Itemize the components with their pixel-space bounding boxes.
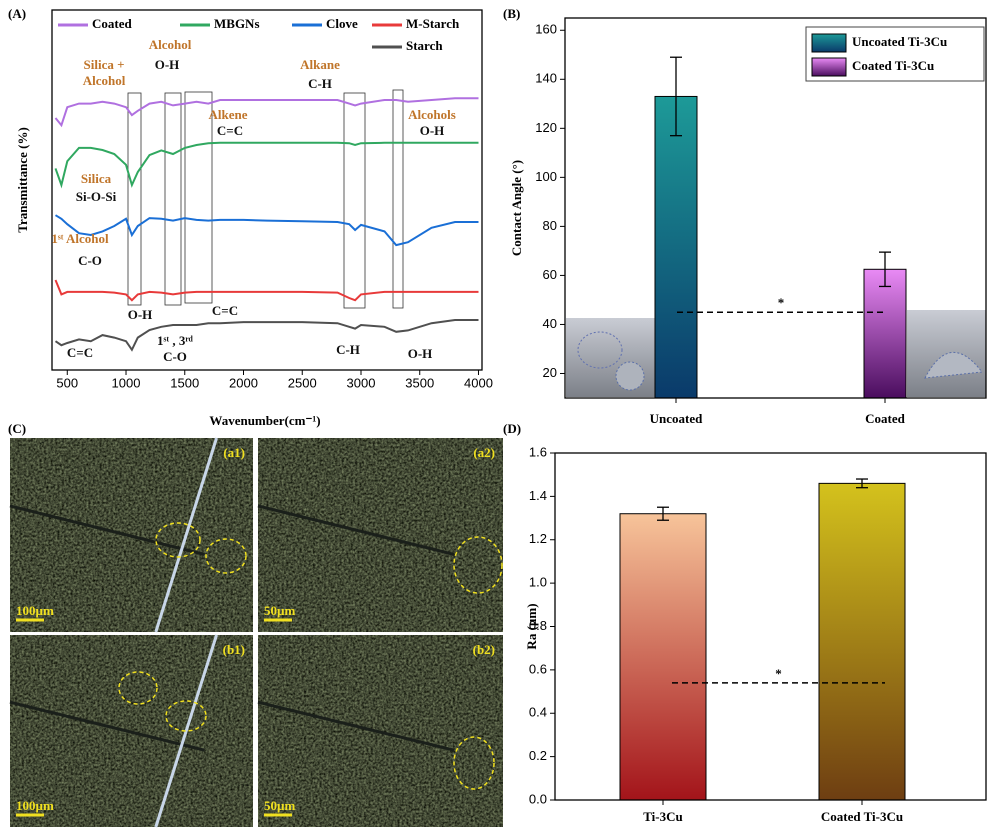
panel-label: (B) [503, 6, 520, 21]
legend-label: Clove [326, 16, 358, 31]
legend-label: Uncoated Ti-3Cu [852, 34, 947, 49]
legend-label: M-Starch [406, 16, 460, 31]
annotation: Alkane [300, 57, 340, 72]
y-tick-label: 0.4 [529, 705, 547, 720]
y-axis-label: Transmittance (%) [15, 127, 30, 233]
x-tick-label: 500 [56, 375, 78, 390]
legend-swatch [812, 58, 846, 76]
y-tick-label: 0.6 [529, 661, 547, 676]
y-tick-label: 160 [535, 22, 557, 37]
annotation: Si-O-Si [76, 189, 117, 204]
annotation: Alkene [209, 107, 248, 122]
bar [620, 514, 706, 800]
y-tick-label: 1.2 [529, 531, 547, 546]
legend-label: MBGNs [214, 16, 260, 31]
x-tick-label: 2000 [229, 375, 258, 390]
droplet-photos [566, 310, 986, 397]
bar [864, 269, 906, 398]
x-tick-label: 4000 [464, 375, 493, 390]
annotation: C-H [336, 342, 360, 357]
y-tick-label: 1.4 [529, 488, 547, 503]
legend-label: Starch [406, 38, 443, 53]
annotation: C=C [212, 303, 238, 318]
annotation: C-H [308, 76, 332, 91]
annotation: Silica + [84, 57, 125, 72]
annotation: Alcohol [83, 73, 126, 88]
annotation: 1ˢᵗ , 3ʳᵈ [157, 333, 194, 348]
legend-label: Coated Ti-3Cu [852, 58, 934, 73]
series-line [56, 215, 479, 245]
annotation: O-H [420, 123, 445, 138]
scale-bar-label: 50µm [264, 798, 295, 813]
micrograph-label: (b2) [473, 642, 495, 657]
significance-mark: * [778, 295, 785, 310]
scale-bar-label: 100µm [16, 603, 54, 618]
x-axis-label: Wavenumber(cm⁻¹) [209, 413, 320, 428]
x-tick-label: Ti-3Cu [643, 809, 683, 824]
y-tick-label: 1.0 [529, 575, 547, 590]
series-line [56, 280, 479, 300]
scale-bar-label: 50µm [264, 603, 295, 618]
annotation: C=C [217, 123, 243, 138]
significance-mark: * [775, 666, 782, 681]
annotation: O-H [408, 346, 433, 361]
annotation: O-H [155, 57, 180, 72]
y-tick-label: 120 [535, 120, 557, 135]
series-line [56, 143, 479, 185]
y-tick-label: 60 [543, 267, 557, 282]
y-tick-label: 100 [535, 169, 557, 184]
panel-label: (C) [8, 421, 26, 436]
figure: (A) 500 1000 1500 2000 2500 3000 3500 4000 Wavenu… [0, 0, 988, 828]
y-tick-label: 0.0 [529, 791, 547, 806]
bar [819, 483, 905, 800]
y-axis-label: Ra (µm) [524, 603, 539, 649]
annotation: C-O [78, 253, 102, 268]
y-axis-label: Contact Angle (°) [509, 160, 524, 256]
annotation: C-O [163, 349, 187, 364]
annotation: 1ˢᵗ Alcohol [51, 231, 109, 246]
annotation: Alcohols [408, 107, 456, 122]
y-tick-label: 1.6 [529, 444, 547, 459]
annotation: Alcohol [149, 37, 192, 52]
x-tick-label: 2500 [288, 375, 317, 390]
legend-label: Coated [92, 16, 132, 31]
scale-bar-label: 100µm [16, 798, 54, 813]
x-tick-label: Coated Ti-3Cu [821, 809, 903, 824]
x-tick-label: 3500 [405, 375, 434, 390]
y-tick-label: 40 [543, 316, 557, 331]
micrograph-label: (b1) [223, 642, 245, 657]
y-tick-label: 80 [543, 218, 557, 233]
bar [655, 96, 697, 398]
y-tick-label: 0.2 [529, 748, 547, 763]
panel-label: (D) [503, 421, 521, 436]
x-tick-label: 3000 [347, 375, 376, 390]
micrograph-label: (a1) [223, 445, 245, 460]
annotation: Silica [81, 171, 112, 186]
micrograph-label: (a2) [473, 445, 495, 460]
ftir-boxes [128, 90, 403, 308]
y-tick-label: 140 [535, 71, 557, 86]
x-tick-label: 1500 [170, 375, 199, 390]
legend-swatch [812, 34, 846, 52]
x-tick-label: Uncoated [650, 411, 703, 426]
annotation: O-H [128, 307, 153, 322]
panel-label: (A) [8, 6, 26, 21]
x-tick-label: Coated [865, 411, 905, 426]
x-tick-label: 1000 [112, 375, 141, 390]
y-tick-label: 20 [543, 365, 557, 380]
annotation: C=C [67, 345, 93, 360]
